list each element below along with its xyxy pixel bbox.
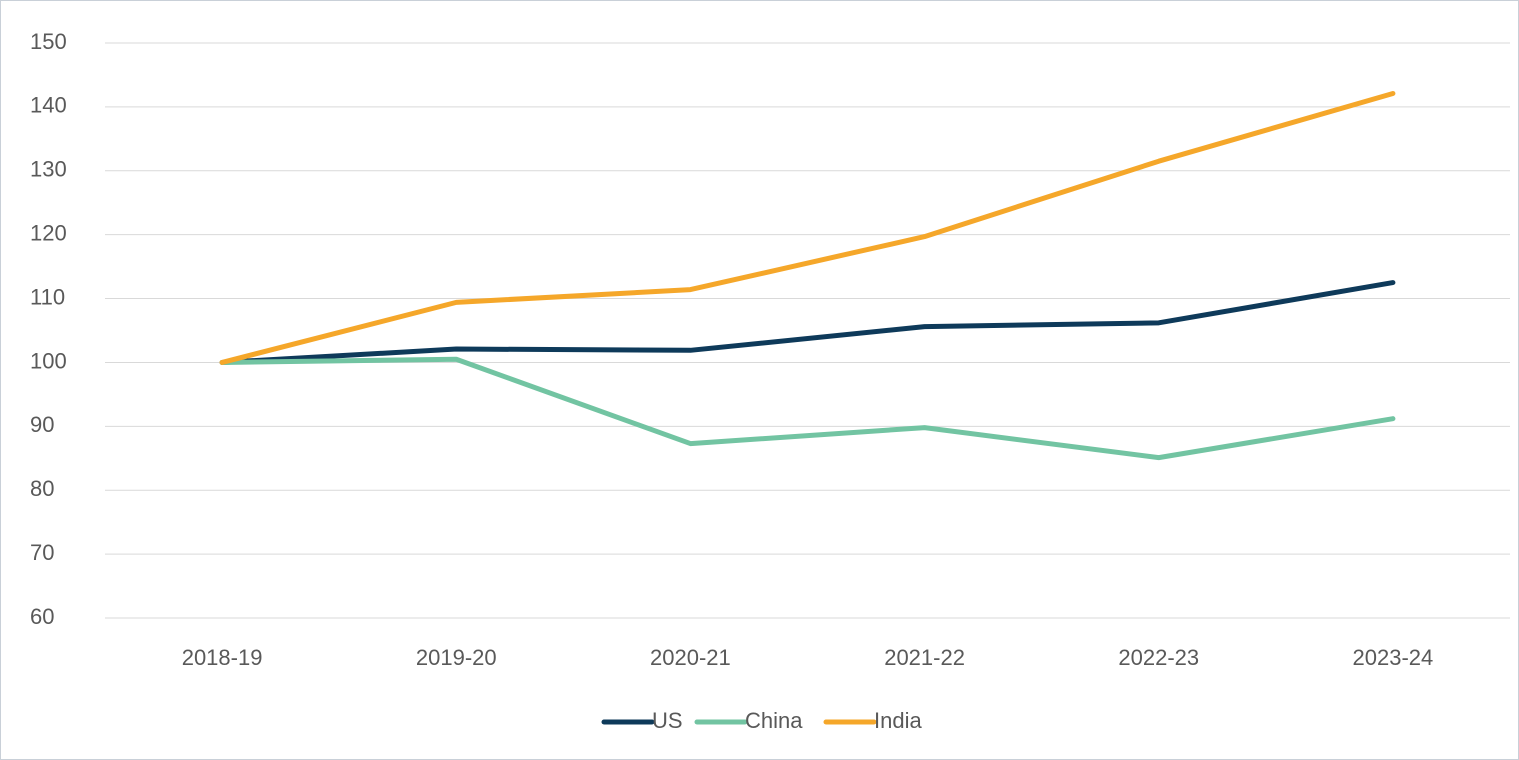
x-tick-label: 2021-22 bbox=[884, 645, 965, 670]
legend-label: China bbox=[745, 708, 803, 733]
y-tick-label: 150 bbox=[30, 29, 67, 54]
y-tick-label: 110 bbox=[30, 284, 65, 309]
y-tick-label: 130 bbox=[30, 157, 67, 182]
y-tick-label: 60 bbox=[30, 604, 54, 629]
y-tick-label: 140 bbox=[30, 93, 67, 118]
series-line bbox=[219, 90, 1396, 365]
legend-label: US bbox=[652, 708, 683, 733]
y-tick-label: 90 bbox=[30, 412, 54, 437]
x-tick-label: 2018-19 bbox=[182, 645, 263, 670]
x-tick-label: 2022-23 bbox=[1118, 645, 1199, 670]
series-line bbox=[219, 356, 1396, 461]
series-line bbox=[219, 280, 1396, 365]
y-tick-label: 80 bbox=[30, 476, 54, 501]
y-tick-label: 120 bbox=[30, 220, 67, 245]
y-tick-label: 100 bbox=[30, 348, 67, 373]
x-tick-label: 2023-24 bbox=[1353, 645, 1434, 670]
x-tick-label: 2020-21 bbox=[650, 645, 731, 670]
x-tick-label: 2019-20 bbox=[416, 645, 497, 670]
y-tick-label: 70 bbox=[30, 540, 54, 565]
legend-label: India bbox=[874, 708, 922, 733]
